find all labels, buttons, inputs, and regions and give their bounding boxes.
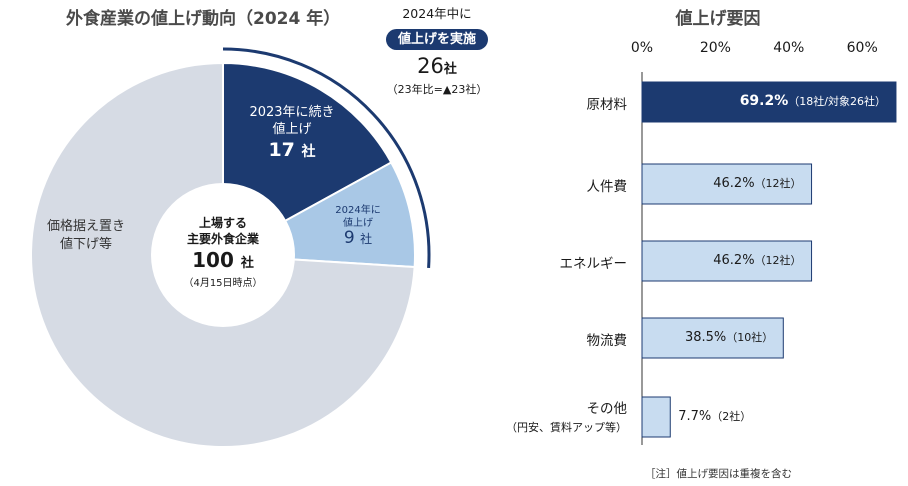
x-tick-label: 0%	[630, 40, 654, 56]
x-tick-label: 60%	[846, 40, 878, 56]
x-tick-label: 20%	[699, 40, 731, 56]
bar	[641, 81, 897, 123]
bar-value-label: 69.2%（18社/対象26社）	[739, 93, 886, 109]
category-label: 原材料	[586, 97, 628, 113]
bar	[641, 163, 813, 205]
bar-value-label: 46.2%（12社）	[713, 253, 802, 268]
category-sublabel: （円安、賃料アップ等）	[506, 421, 627, 434]
donut-hole	[151, 183, 295, 327]
callout-pill: 値上げを実施	[385, 29, 489, 50]
category-label: その他 （円安、賃料アップ等）	[506, 401, 627, 434]
x-tick-label: 40%	[773, 40, 805, 56]
donut-center-count: 100	[192, 248, 234, 272]
slice-value-2023: 17	[268, 139, 295, 161]
bar-value-label: 46.2%（12社）	[713, 176, 802, 191]
bar-chart-title: 値上げ要因	[675, 9, 761, 29]
donut-chart-title: 外食産業の値上げ動向（2024 年）	[66, 9, 341, 29]
bar	[641, 317, 784, 359]
donut-center-date: （4月15日時点）	[183, 278, 263, 289]
slice-value-2024: 9	[343, 228, 355, 248]
bar-value-label: 38.5%（10社）	[684, 330, 774, 345]
donut-chart	[30, 47, 431, 448]
bar	[641, 240, 813, 282]
callout-note: （23年比=▲23社）	[386, 83, 488, 96]
callout-header: 2024年中に	[402, 6, 472, 21]
donut-center-label: 上場する 主要外食企業 100 社 （4月15日時点）	[183, 215, 262, 292]
callout-bracket-arc	[222, 47, 431, 269]
slice-label-2023: 2023年に続き 値上げ 17 社	[249, 105, 335, 161]
slice-label-2024: 2024年に 値上げ 9 社	[335, 205, 381, 248]
bar-chart-note: ［注］値上げ要因は重複を含む	[645, 468, 792, 480]
slice-label-other: 価格据え置き 値下げ等	[46, 219, 126, 252]
callout-count: 26	[417, 54, 444, 78]
category-label: エネルギー	[559, 256, 628, 272]
bar	[641, 396, 671, 438]
category-label: 物流費	[586, 333, 628, 349]
bar-value-label: 7.7%（2社）	[678, 409, 752, 424]
category-label: 人件費	[586, 179, 628, 195]
callout: 2024年中に 値上げを実施 26社 （23年比=▲23社）	[385, 6, 489, 96]
